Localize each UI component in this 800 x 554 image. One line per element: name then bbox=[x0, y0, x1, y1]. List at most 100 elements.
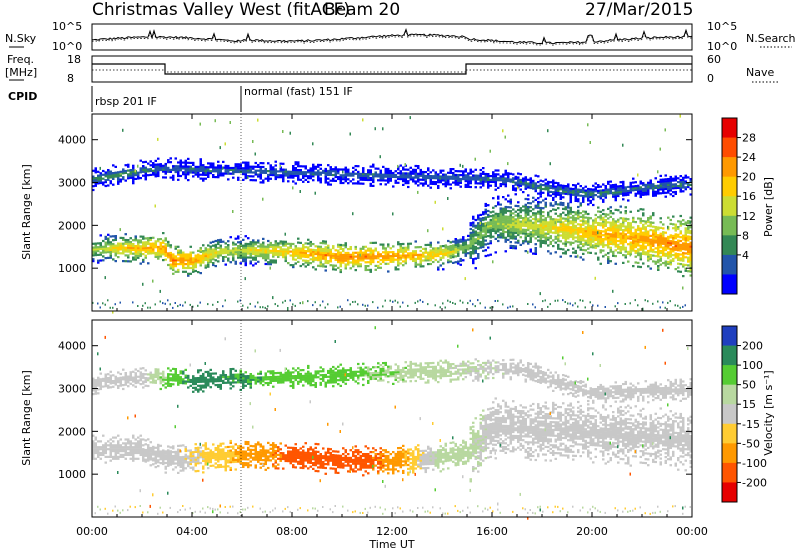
heatmap-cell bbox=[579, 237, 582, 240]
heatmap-cell bbox=[624, 248, 627, 251]
heatmap-cell bbox=[489, 218, 492, 222]
heatmap-cell bbox=[669, 263, 672, 266]
heatmap-cell bbox=[512, 233, 515, 236]
heatmap-cell bbox=[157, 370, 160, 373]
heatmap-cell bbox=[244, 171, 247, 174]
heatmap-cell bbox=[482, 238, 485, 241]
heatmap-cell bbox=[254, 258, 257, 261]
heatmap-cell bbox=[124, 375, 127, 379]
heatmap-cell bbox=[602, 245, 605, 248]
heatmap-cell bbox=[579, 188, 582, 191]
heatmap-cell bbox=[512, 231, 515, 234]
heatmap-cell bbox=[144, 458, 147, 461]
heatmap-cell bbox=[152, 246, 155, 249]
heatmap-cell bbox=[407, 252, 410, 255]
heatmap-cell bbox=[109, 374, 112, 377]
heatmap-cell bbox=[142, 260, 145, 263]
heatmap-cell bbox=[129, 176, 132, 179]
heatmap-cell bbox=[489, 184, 492, 187]
heatmap-cell bbox=[564, 186, 567, 190]
heatmap-cell bbox=[649, 215, 652, 218]
heatmap-cell bbox=[244, 167, 247, 170]
heatmap-cell bbox=[202, 164, 205, 167]
heatmap-cell bbox=[244, 173, 247, 176]
heatmap-cell bbox=[407, 168, 410, 171]
heatmap-cell bbox=[129, 378, 132, 382]
heatmap-cell bbox=[602, 224, 605, 227]
heatmap-cell bbox=[427, 175, 430, 178]
heatmap-cell bbox=[272, 245, 275, 249]
heatmap-cell bbox=[392, 171, 395, 175]
heatmap-cell bbox=[549, 303, 551, 306]
heatmap-cell bbox=[497, 230, 500, 233]
heatmap-cell bbox=[499, 236, 502, 239]
heatmap-cell bbox=[112, 164, 115, 167]
heatmap-cell bbox=[587, 222, 590, 225]
heatmap-cell bbox=[282, 252, 285, 255]
heatmap-cell bbox=[302, 249, 305, 252]
heatmap-cell bbox=[604, 221, 607, 224]
heatmap-cell bbox=[127, 248, 130, 251]
heatmap-cell bbox=[139, 446, 142, 449]
heatmap-cell bbox=[102, 247, 105, 250]
heatmap-cell bbox=[499, 232, 502, 235]
heatmap-cell bbox=[117, 178, 120, 182]
heatmap-cell bbox=[607, 229, 610, 232]
heatmap-cell bbox=[137, 250, 140, 254]
heatmap-cell bbox=[609, 248, 612, 251]
heatmap-cell bbox=[527, 217, 530, 220]
heatmap-cell bbox=[379, 171, 382, 174]
heatmap-cell bbox=[379, 253, 382, 256]
heatmap-cell bbox=[639, 227, 642, 230]
heatmap-cell bbox=[399, 254, 402, 257]
heatmap-cell bbox=[484, 176, 487, 179]
heatmap-cell bbox=[587, 230, 590, 233]
heatmap-cell bbox=[472, 223, 475, 226]
heatmap-cell bbox=[99, 440, 102, 443]
heatmap-cell bbox=[519, 236, 522, 239]
heatmap-cell bbox=[247, 248, 250, 251]
heatmap-cell bbox=[179, 159, 182, 162]
heatmap-cell bbox=[117, 242, 120, 245]
heatmap-cell bbox=[372, 257, 375, 260]
heatmap-cell bbox=[209, 166, 212, 169]
heatmap-cell bbox=[587, 251, 590, 254]
heatmap-cell bbox=[149, 448, 152, 451]
heatmap-cell bbox=[312, 179, 315, 182]
heatmap-cell bbox=[114, 448, 117, 451]
heatmap-cell bbox=[557, 232, 560, 235]
heatmap-cell bbox=[492, 260, 494, 264]
heatmap-cell bbox=[534, 306, 536, 309]
heatmap-cell bbox=[659, 251, 662, 255]
heatmap-cell bbox=[247, 250, 250, 253]
heatmap-cell bbox=[567, 225, 570, 228]
heatmap-cell bbox=[539, 191, 542, 194]
heatmap-cell bbox=[127, 379, 130, 382]
heatmap-cell bbox=[262, 169, 265, 172]
heatmap-cell bbox=[637, 209, 640, 212]
heatmap-cell bbox=[614, 228, 617, 231]
noise-right-tick-bottom: 10^0 bbox=[707, 40, 737, 53]
heatmap-cell bbox=[237, 252, 240, 255]
heatmap-cell bbox=[359, 172, 362, 175]
heatmap-cell bbox=[99, 372, 102, 375]
heatmap-cell bbox=[412, 168, 415, 171]
heatmap-cell bbox=[499, 217, 502, 220]
heatmap-cell bbox=[224, 170, 227, 173]
heatmap-cell bbox=[609, 246, 612, 249]
heatmap-cell bbox=[599, 230, 602, 233]
heatmap-cell bbox=[307, 169, 310, 172]
heatmap-cell bbox=[134, 374, 137, 377]
heatmap-cell bbox=[254, 247, 257, 250]
heatmap-cell bbox=[529, 186, 532, 190]
heatmap-cell bbox=[622, 240, 625, 243]
heatmap-cell bbox=[612, 239, 615, 242]
heatmap-cell bbox=[92, 455, 95, 458]
heatmap-cell bbox=[177, 259, 180, 262]
heatmap-cell bbox=[552, 221, 555, 225]
heatmap-cell bbox=[687, 184, 690, 187]
heatmap-cell bbox=[482, 226, 485, 229]
heatmap-cell bbox=[644, 247, 647, 250]
heatmap-cell bbox=[652, 254, 655, 257]
heatmap-cell bbox=[652, 239, 655, 242]
